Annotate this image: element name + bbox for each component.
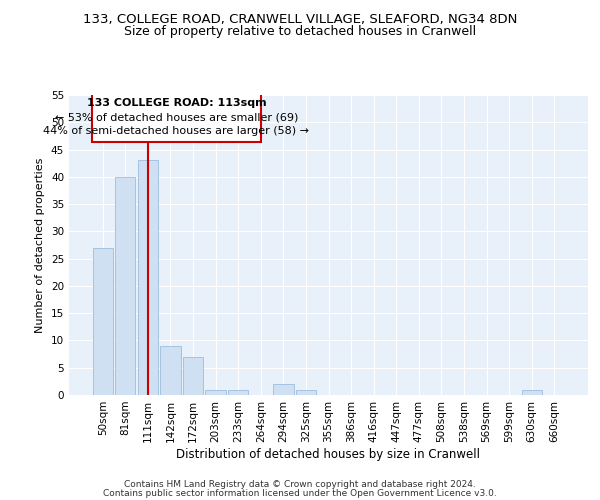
Bar — [183, 357, 203, 395]
Y-axis label: Number of detached properties: Number of detached properties — [35, 158, 46, 332]
Text: 133 COLLEGE ROAD: 113sqm: 133 COLLEGE ROAD: 113sqm — [86, 98, 266, 108]
Text: 44% of semi-detached houses are larger (58) →: 44% of semi-detached houses are larger (… — [43, 126, 310, 136]
Text: 133, COLLEGE ROAD, CRANWELL VILLAGE, SLEAFORD, NG34 8DN: 133, COLLEGE ROAD, CRANWELL VILLAGE, SLE… — [83, 12, 517, 26]
Bar — [160, 346, 181, 395]
Text: Size of property relative to detached houses in Cranwell: Size of property relative to detached ho… — [124, 25, 476, 38]
Bar — [92, 248, 113, 395]
Text: Contains public sector information licensed under the Open Government Licence v3: Contains public sector information licen… — [103, 489, 497, 498]
Bar — [138, 160, 158, 395]
Bar — [92, 92, 261, 142]
X-axis label: Distribution of detached houses by size in Cranwell: Distribution of detached houses by size … — [176, 448, 481, 460]
Bar — [273, 384, 293, 395]
Bar — [115, 177, 136, 395]
Bar — [296, 390, 316, 395]
Text: Contains HM Land Registry data © Crown copyright and database right 2024.: Contains HM Land Registry data © Crown c… — [124, 480, 476, 489]
Bar — [228, 390, 248, 395]
Bar — [205, 390, 226, 395]
Bar — [521, 390, 542, 395]
Text: ← 53% of detached houses are smaller (69): ← 53% of detached houses are smaller (69… — [55, 112, 298, 122]
